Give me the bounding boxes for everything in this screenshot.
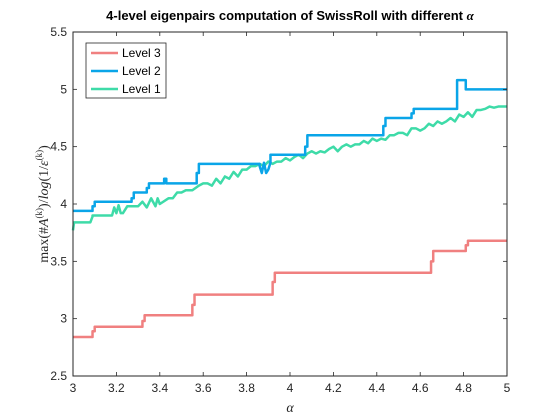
y-tick-label: 4.5 [50,140,67,154]
y-tick-label: 4 [60,197,67,211]
legend-label-level-3: Level 3 [122,46,161,60]
x-tick-label: 4.4 [368,381,385,395]
x-tick-label: 5 [504,381,511,395]
x-tick-label: 3 [70,381,77,395]
x-tick-label: 4.2 [325,381,342,395]
x-axis-label: α [286,401,294,416]
x-tick-label: 4.8 [455,381,472,395]
x-tick-label: 3.8 [238,381,255,395]
chart-title: 4-level eigenpairs computation of SwissR… [106,8,474,23]
x-tick-label: 4.6 [412,381,429,395]
tick-layer: 3 3.2 3.4 3.6 3.8 4 4.2 4.4 4.6 4.8 52.533.544.555… [50,25,510,395]
x-tick-label: 3.4 [151,381,168,395]
y-tick-label: 3.5 [50,254,67,268]
y-tick-label: 5 [60,82,67,96]
legend: Level 3 Level 2 Level 1 [85,42,167,99]
x-tick-label: 3.2 [108,381,125,395]
legend-label-level-1: Level 1 [122,82,161,96]
y-tick-label: 2.5 [50,369,67,383]
legend-label-level-2: Level 2 [122,64,161,78]
x-tick-label: 3.6 [195,381,212,395]
series-layer [71,78,507,339]
x-tick-label: 4 [287,381,294,395]
series-line-level-2 [73,78,507,213]
y-axis-label: max(#A(k))/log(1/ε(k)) [34,145,52,263]
y-tick-label: 3 [60,312,67,326]
y-tick-label: 5.5 [50,25,67,39]
series-line-level-3 [73,239,507,339]
